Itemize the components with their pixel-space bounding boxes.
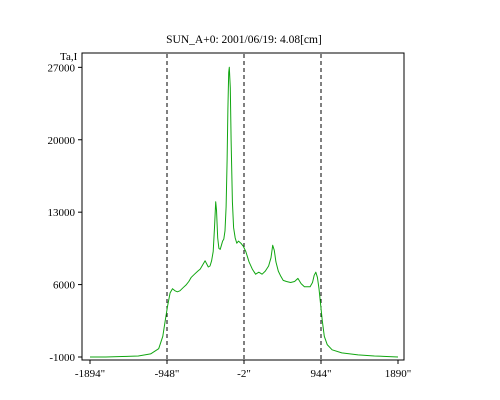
x-tick-label-1: -948"	[155, 368, 180, 380]
data-series	[90, 66, 399, 358]
y-tick-label-4: 27000	[48, 62, 76, 74]
x-axis: -1894" -948" -2" 944" 1890"	[75, 360, 411, 380]
chart-title: SUN_A+0: 2001/06/19: 4.08[cm]	[166, 34, 322, 46]
reference-lines	[166, 54, 322, 359]
y-tick-label-0: -1000	[49, 352, 75, 364]
x-tick-label-4: 1890"	[385, 368, 412, 380]
y-axis-label: Ta,I	[60, 51, 78, 63]
x-tick-label-2: -2"	[237, 368, 251, 380]
y-tick-label-3: 20000	[48, 135, 76, 147]
y-axis: -1000 6000 13000 20000 27000	[48, 62, 82, 364]
series-line-0	[90, 66, 399, 358]
plot-frame	[81, 52, 405, 361]
x-tick-label-3: 944"	[311, 368, 332, 380]
y-tick-label-2: 13000	[48, 207, 76, 219]
x-tick-label-0: -1894"	[75, 368, 105, 380]
y-tick-label-1: 6000	[53, 280, 76, 292]
